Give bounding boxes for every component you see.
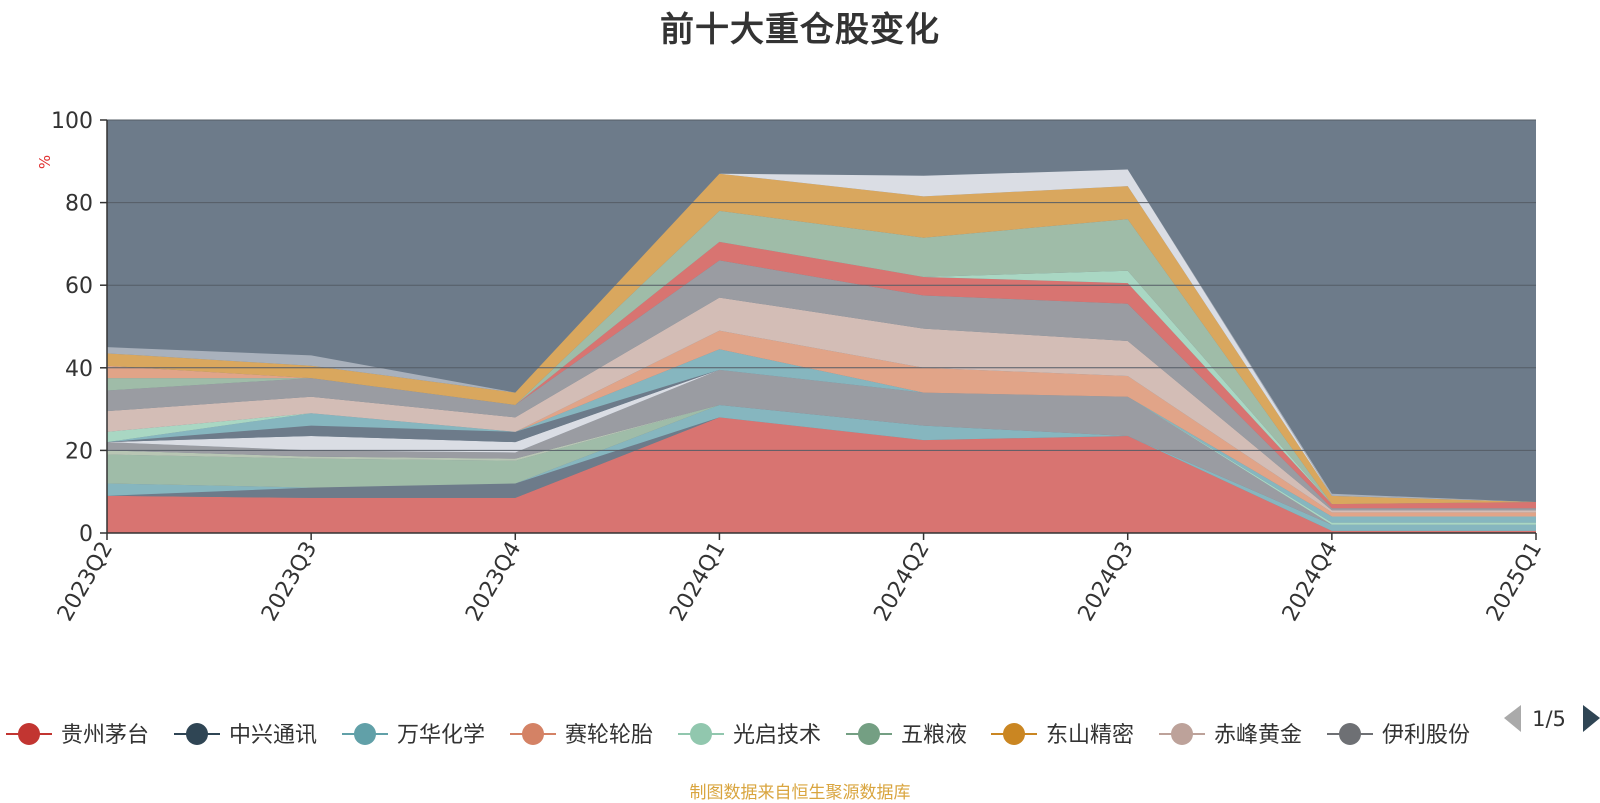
y-tick-label: 80 — [65, 192, 93, 217]
x-tick-label: 2024Q4 — [1278, 538, 1343, 626]
legend-pager: 1/5 — [1504, 705, 1600, 732]
stack-layer-4 — [107, 404, 1536, 525]
legend-marker — [354, 723, 376, 745]
legend-label: 贵州茅台 — [61, 723, 149, 748]
legend-marker — [1171, 723, 1193, 745]
stack-layer-6 — [107, 369, 1536, 525]
legend-item[interactable]: 光启技术 — [678, 723, 821, 748]
stack-layer-7 — [107, 369, 1536, 525]
x-tick-label: 2023Q3 — [257, 538, 322, 626]
legend-marker — [522, 723, 544, 745]
legend-label: 东山精密 — [1046, 723, 1134, 748]
legend-item[interactable]: 万华化学 — [342, 723, 485, 748]
legend-item[interactable]: 赛轮轮胎 — [510, 723, 653, 748]
stack-layer-13 — [107, 297, 1536, 513]
stack-layer-14 — [107, 260, 1536, 511]
y-tick-label: 20 — [65, 439, 93, 464]
y-tick-label: 100 — [51, 109, 93, 134]
legend-marker — [186, 723, 208, 745]
x-tick-label: 2024Q3 — [1074, 538, 1139, 626]
legend-label: 五粮液 — [901, 723, 967, 748]
x-tick-label: 2024Q2 — [869, 538, 934, 626]
legend-marker — [690, 723, 712, 745]
legend-item[interactable]: 伊利股份 — [1327, 723, 1470, 748]
legend-marker — [18, 723, 40, 745]
y-axis-label: % — [36, 155, 54, 169]
legend-marker — [858, 723, 880, 745]
legend-marker — [1339, 723, 1361, 745]
legend-label: 中兴通讯 — [229, 723, 317, 748]
legend-label: 光启技术 — [733, 723, 821, 748]
legend-item[interactable]: 贵州茅台 — [6, 723, 149, 748]
x-tick-label: 2023Q2 — [53, 538, 118, 626]
legend-item[interactable]: 东山精密 — [991, 723, 1134, 748]
legend-prev-icon[interactable] — [1504, 705, 1521, 732]
legend-item[interactable]: 中兴通讯 — [174, 723, 317, 748]
y-tick-label: 40 — [65, 357, 93, 382]
legend-label: 赛轮轮胎 — [565, 723, 653, 748]
x-tick-label: 2023Q4 — [461, 538, 526, 626]
y-tick-label: 60 — [65, 274, 93, 299]
legend-page-indicator: 1/5 — [1532, 707, 1566, 731]
stack-layer-1 — [107, 417, 1536, 533]
source-note: 制图数据来自恒生聚源数据库 — [689, 783, 911, 803]
legend-label: 万华化学 — [397, 723, 485, 748]
legend-label: 伊利股份 — [1382, 723, 1470, 748]
plot-area — [107, 120, 1536, 533]
stack-layer-20 — [107, 169, 1536, 503]
chart-title: 前十大重仓股变化 — [660, 10, 940, 50]
legend-next-icon[interactable] — [1583, 705, 1600, 732]
legend-marker — [1003, 723, 1025, 745]
x-tick-label: 2025Q1 — [1482, 538, 1547, 626]
legend-label: 赤峰黄金 — [1214, 723, 1302, 748]
x-tick-label: 2024Q1 — [665, 538, 730, 626]
legend-item[interactable]: 赤峰黄金 — [1159, 723, 1302, 748]
legend: 贵州茅台 中兴通讯 万华化学 赛轮轮胎 光启技术 五粮液 东山精密 赤峰黄金 伊利股份 — [6, 723, 1470, 748]
legend-item[interactable]: 五粮液 — [846, 723, 967, 748]
y-tick-label: 0 — [79, 522, 93, 547]
